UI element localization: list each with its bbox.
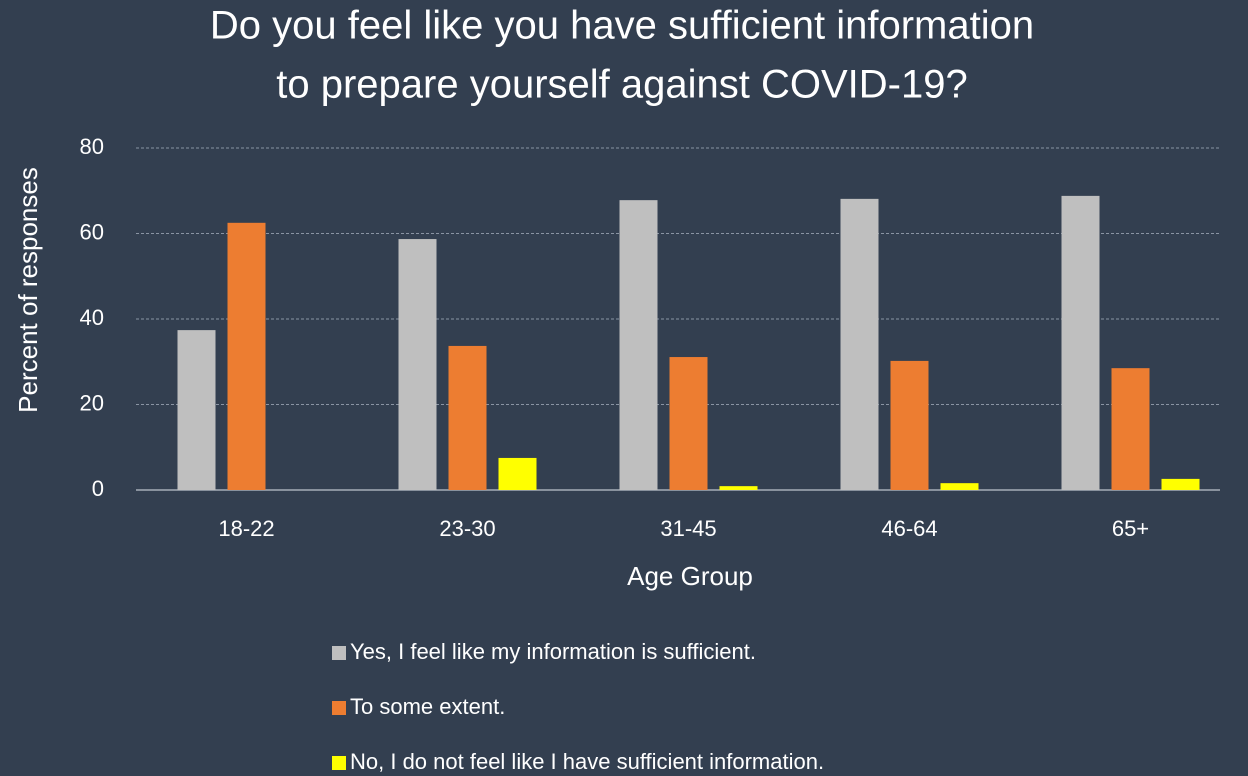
bar xyxy=(619,200,658,490)
legend-swatch xyxy=(332,756,346,770)
bar xyxy=(940,483,979,490)
bar xyxy=(398,239,437,490)
y-tick-label: 0 xyxy=(92,476,104,501)
bar xyxy=(177,330,216,490)
x-tick-label: 18-22 xyxy=(218,516,274,541)
bar xyxy=(669,357,708,490)
legend-swatch xyxy=(332,646,346,660)
bar xyxy=(448,345,487,490)
x-tick-label: 65+ xyxy=(1112,516,1149,541)
x-tick-label: 31-45 xyxy=(660,516,716,541)
bar xyxy=(719,486,758,490)
bar xyxy=(840,198,879,490)
legend-label: To some extent. xyxy=(350,694,505,719)
legend-label: No, I do not feel like I have sufficient… xyxy=(350,749,824,774)
bar xyxy=(227,222,266,490)
y-tick-label: 60 xyxy=(80,219,104,244)
bar xyxy=(498,457,537,490)
chart-title-line: Do you feel like you have sufficient inf… xyxy=(210,4,1034,48)
y-tick-label: 80 xyxy=(80,134,104,159)
chart-title-line: to prepare yourself against COVID-19? xyxy=(276,63,967,107)
y-tick-label: 20 xyxy=(80,390,104,415)
y-tick-label: 40 xyxy=(80,305,104,330)
legend-swatch xyxy=(332,701,346,715)
bar xyxy=(1161,478,1200,490)
bar xyxy=(890,360,929,490)
y-axis-label: Percent of responses xyxy=(13,167,43,413)
bar xyxy=(1061,195,1100,490)
legend-label: Yes, I feel like my information is suffi… xyxy=(350,639,756,664)
x-axis-label: Age Group xyxy=(627,561,753,591)
x-tick-label: 46-64 xyxy=(881,516,937,541)
x-tick-label: 23-30 xyxy=(439,516,495,541)
bar xyxy=(1111,368,1150,490)
